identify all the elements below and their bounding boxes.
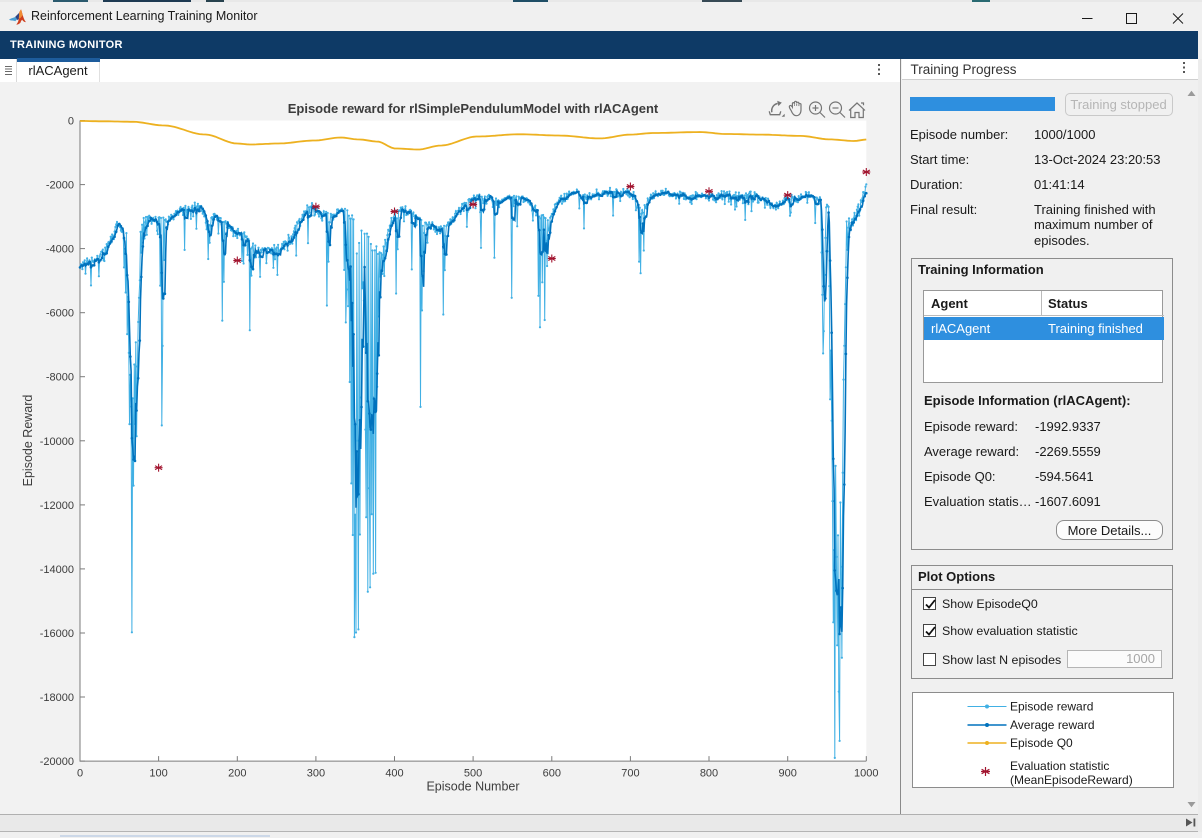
svg-text:-16000: -16000 bbox=[40, 628, 74, 640]
svg-text:Episode Reward: Episode Reward bbox=[21, 394, 35, 486]
svg-text:100: 100 bbox=[149, 767, 167, 779]
svg-text:-18000: -18000 bbox=[40, 692, 74, 704]
svg-text:-14000: -14000 bbox=[40, 563, 74, 575]
svg-text:0: 0 bbox=[68, 115, 74, 127]
svg-text:800: 800 bbox=[700, 767, 718, 779]
svg-text:Evaluation statistic: Evaluation statistic bbox=[1010, 759, 1109, 773]
svg-text:600: 600 bbox=[543, 767, 561, 779]
svg-text:-2000: -2000 bbox=[46, 179, 74, 191]
svg-text:-4000: -4000 bbox=[46, 243, 74, 255]
svg-text:Episode reward for rlSimplePen: Episode reward for rlSimplePendulumModel… bbox=[288, 101, 659, 116]
svg-text:Episode reward: Episode reward bbox=[1010, 699, 1093, 713]
svg-text:-10000: -10000 bbox=[40, 435, 74, 447]
svg-text:Episode Q0: Episode Q0 bbox=[1010, 736, 1073, 750]
svg-text:400: 400 bbox=[385, 767, 403, 779]
svg-text:900: 900 bbox=[779, 767, 797, 779]
svg-text:200: 200 bbox=[228, 767, 246, 779]
svg-text:-8000: -8000 bbox=[46, 371, 74, 383]
svg-text:-6000: -6000 bbox=[46, 307, 74, 319]
svg-text:-20000: -20000 bbox=[40, 756, 74, 768]
svg-text:300: 300 bbox=[307, 767, 325, 779]
svg-text:500: 500 bbox=[464, 767, 482, 779]
svg-text:1000: 1000 bbox=[854, 767, 878, 779]
svg-text:Episode Number: Episode Number bbox=[426, 779, 519, 793]
svg-text:700: 700 bbox=[621, 767, 639, 779]
svg-text:-12000: -12000 bbox=[40, 499, 74, 511]
svg-text:(MeanEpisodeReward): (MeanEpisodeReward) bbox=[1010, 773, 1133, 787]
svg-text:0: 0 bbox=[77, 767, 83, 779]
svg-text:Average reward: Average reward bbox=[1010, 718, 1095, 732]
